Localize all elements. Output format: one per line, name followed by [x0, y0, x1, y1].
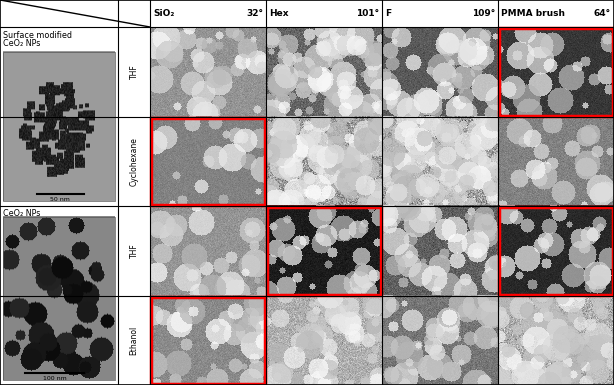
Text: 32°: 32°: [246, 9, 263, 18]
Bar: [3, 217, 115, 380]
Text: F: F: [385, 9, 391, 18]
Bar: [499, 28, 613, 116]
Text: Surface modified: Surface modified: [3, 31, 72, 40]
Text: PMMA brush: PMMA brush: [501, 9, 565, 18]
Text: 50 nm: 50 nm: [50, 197, 70, 202]
Text: Hex: Hex: [269, 9, 289, 18]
Bar: [0, 27, 118, 385]
Text: Ethanol: Ethanol: [130, 326, 139, 355]
Bar: [3, 52, 115, 201]
Text: CeO₂ NPs: CeO₂ NPs: [3, 39, 41, 48]
Text: THF: THF: [130, 64, 139, 79]
Bar: [499, 207, 613, 295]
Bar: [0, 0, 614, 27]
Text: SiO₂: SiO₂: [153, 9, 174, 18]
Text: 109°: 109°: [472, 9, 495, 18]
Text: 100 nm: 100 nm: [42, 376, 66, 381]
Bar: [267, 207, 381, 295]
Bar: [151, 296, 265, 384]
Text: 64°: 64°: [594, 9, 611, 18]
Text: 101°: 101°: [356, 9, 379, 18]
Text: CeO₂ NPs: CeO₂ NPs: [3, 209, 41, 218]
Bar: [151, 117, 265, 205]
Text: THF: THF: [130, 243, 139, 258]
Text: Cyclohexane: Cyclohexane: [130, 137, 139, 186]
